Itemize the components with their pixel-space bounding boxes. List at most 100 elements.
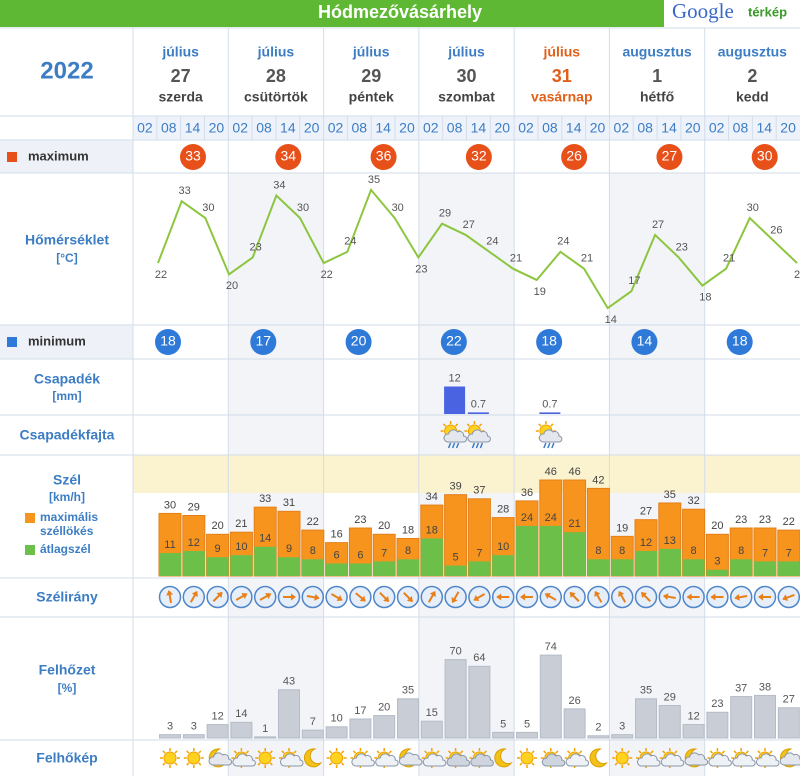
rain-drop bbox=[543, 442, 547, 449]
row-unit: [%] bbox=[58, 681, 77, 695]
arrow-head bbox=[734, 593, 740, 601]
month: augusztus bbox=[622, 44, 691, 60]
bar bbox=[467, 412, 489, 414]
sun bbox=[330, 751, 344, 765]
arrow-head bbox=[618, 590, 625, 598]
hour: 20 bbox=[780, 120, 796, 136]
sun-ray bbox=[626, 762, 630, 766]
arrow bbox=[782, 594, 795, 601]
wind-label: 23 bbox=[354, 514, 366, 526]
wind-label: 9 bbox=[215, 543, 221, 555]
bar-label: 35 bbox=[402, 685, 414, 697]
wind-bar bbox=[539, 525, 562, 576]
temperature-label: 14 bbox=[605, 314, 617, 326]
row-unit: [°C] bbox=[56, 251, 77, 265]
bar-label: 38 bbox=[759, 681, 771, 693]
hour: 08 bbox=[542, 120, 558, 136]
temperature-label: 23 bbox=[676, 241, 688, 253]
sun-ray bbox=[769, 750, 773, 754]
arrow bbox=[594, 590, 603, 603]
hour: 14 bbox=[756, 120, 772, 136]
hour: 20 bbox=[590, 120, 606, 136]
rain-drop bbox=[547, 442, 551, 449]
logo-sub[interactable]: térkép bbox=[748, 4, 787, 19]
wind-arrow bbox=[515, 585, 539, 609]
wind-label: 20 bbox=[378, 520, 390, 532]
month: július bbox=[447, 44, 485, 60]
arrow bbox=[259, 592, 272, 601]
sky-icon bbox=[183, 748, 204, 768]
arrow bbox=[641, 592, 651, 602]
cloud bbox=[732, 753, 756, 767]
precip-icon bbox=[535, 421, 563, 449]
badge bbox=[561, 144, 588, 170]
temperature-label: 29 bbox=[439, 208, 451, 220]
row-unit: [mm] bbox=[52, 389, 81, 403]
hour: 20 bbox=[209, 120, 225, 136]
temperature-line bbox=[157, 187, 798, 310]
bar bbox=[754, 694, 776, 739]
sun bbox=[187, 751, 201, 765]
arrow bbox=[473, 593, 486, 602]
sky-icon bbox=[612, 748, 633, 768]
bar-label: 12 bbox=[687, 710, 699, 722]
temperature-label: 21 bbox=[581, 253, 593, 265]
weekday: hétfő bbox=[640, 89, 674, 105]
wind-label: 8 bbox=[405, 545, 411, 557]
wind-label: 6 bbox=[357, 549, 363, 561]
sky-icon bbox=[659, 748, 685, 768]
temperature-label: 24 bbox=[344, 236, 356, 248]
wind-bar bbox=[182, 550, 205, 576]
day-number: 30 bbox=[456, 66, 476, 86]
logo[interactable]: Google bbox=[672, 0, 734, 23]
temperature-label: 34 bbox=[273, 179, 285, 191]
sun-ray bbox=[579, 750, 583, 754]
bar-label: 64 bbox=[473, 652, 485, 664]
bar bbox=[420, 720, 443, 739]
arrow-head bbox=[291, 593, 296, 601]
bar-label: 70 bbox=[449, 646, 461, 658]
cloud bbox=[232, 753, 256, 767]
wind-arrow bbox=[682, 585, 705, 609]
arrow bbox=[355, 592, 366, 602]
badge bbox=[250, 329, 277, 355]
arrow-head bbox=[569, 592, 576, 599]
legend-swatch bbox=[7, 337, 17, 347]
sky-icon bbox=[326, 748, 347, 768]
row-label: Szélirány bbox=[36, 589, 98, 605]
rain-drop bbox=[451, 442, 456, 449]
temperature-label: 26 bbox=[770, 224, 782, 236]
badge-label: 36 bbox=[376, 148, 392, 164]
bar-label: 27 bbox=[783, 694, 795, 706]
temperature-label: 23 bbox=[250, 241, 262, 253]
wind-bar bbox=[349, 563, 372, 576]
hour: 02 bbox=[614, 120, 630, 136]
cloud bbox=[375, 753, 399, 767]
bar bbox=[444, 659, 467, 739]
wind-label: 18 bbox=[402, 524, 414, 536]
wind-arrow bbox=[539, 585, 563, 609]
sun-ray bbox=[550, 423, 554, 427]
sun-ray bbox=[328, 750, 333, 754]
rain-drop bbox=[479, 442, 484, 449]
temperature-label: 30 bbox=[392, 202, 404, 214]
temperature-label: 24 bbox=[486, 236, 498, 248]
wind-arrow bbox=[158, 585, 182, 609]
month: július bbox=[257, 44, 295, 60]
badge-label: 30 bbox=[757, 148, 773, 164]
sky-icon bbox=[231, 748, 256, 768]
arrow bbox=[544, 592, 557, 601]
wind-bar bbox=[563, 532, 586, 576]
row-label: minimum bbox=[28, 333, 86, 348]
temperature-label: 21 bbox=[510, 253, 522, 265]
badge-label: 18 bbox=[160, 333, 176, 349]
wind-label: 34 bbox=[426, 491, 438, 503]
wind-label: 31 bbox=[283, 497, 295, 509]
sky-icon bbox=[684, 748, 709, 768]
sky-icon bbox=[421, 748, 447, 768]
arrow bbox=[569, 592, 580, 602]
sun-ray bbox=[614, 762, 618, 766]
label-bg bbox=[0, 140, 133, 173]
temperature-label: 30 bbox=[747, 202, 759, 214]
temperature-label: 22 bbox=[794, 269, 800, 281]
